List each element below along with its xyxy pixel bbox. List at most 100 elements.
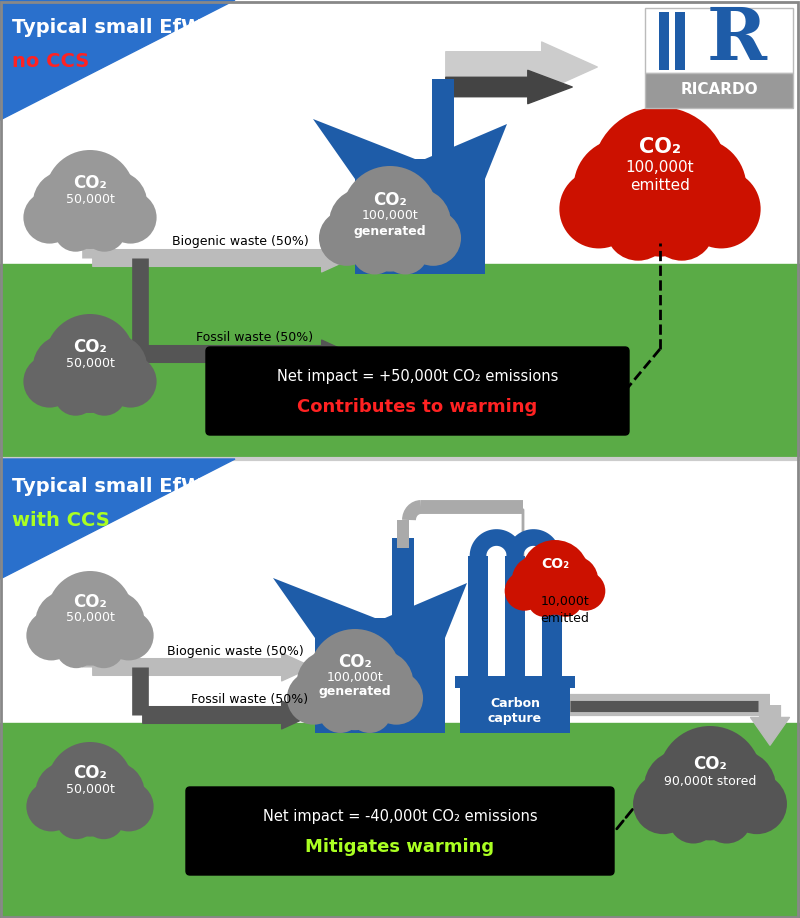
Circle shape [726, 774, 787, 834]
Circle shape [54, 373, 97, 416]
Text: with CCS: with CCS [12, 511, 110, 530]
Polygon shape [0, 459, 235, 579]
Circle shape [342, 166, 438, 262]
Circle shape [33, 335, 98, 399]
Circle shape [318, 688, 362, 733]
Bar [0, 723, 800, 918]
Circle shape [702, 793, 752, 844]
Text: Mitigates warming: Mitigates warming [306, 838, 494, 856]
Text: CO₂: CO₂ [73, 174, 107, 192]
Text: R: R [706, 5, 766, 75]
Text: 100,000t: 100,000t [626, 160, 694, 174]
Circle shape [82, 591, 145, 653]
Circle shape [33, 171, 98, 236]
Circle shape [669, 793, 718, 844]
Text: CO₂: CO₂ [338, 653, 372, 671]
Bar [659, 12, 669, 70]
Circle shape [347, 650, 414, 716]
Circle shape [54, 208, 97, 252]
Bar [542, 556, 562, 676]
Circle shape [682, 170, 761, 249]
Bar [455, 676, 575, 688]
Circle shape [62, 193, 118, 249]
Circle shape [678, 776, 742, 840]
Circle shape [505, 571, 544, 610]
Bar [0, 459, 800, 918]
Text: Biogenic waste (50%): Biogenic waste (50%) [172, 236, 308, 249]
Text: emitted: emitted [541, 611, 590, 624]
Circle shape [26, 610, 76, 660]
Circle shape [83, 373, 126, 416]
Bar [0, 0, 800, 459]
Circle shape [644, 750, 719, 824]
Circle shape [82, 762, 145, 823]
Polygon shape [273, 578, 445, 638]
Text: Fossil waste (50%): Fossil waste (50%) [191, 692, 309, 706]
Text: Carbon
capture: Carbon capture [488, 697, 542, 725]
Circle shape [26, 781, 76, 832]
Circle shape [521, 540, 589, 608]
Circle shape [566, 571, 606, 610]
Text: 100,000t: 100,000t [326, 670, 383, 684]
Circle shape [104, 355, 157, 408]
Text: Biogenic waste (50%): Biogenic waste (50%) [166, 644, 303, 657]
Circle shape [618, 173, 702, 257]
Circle shape [592, 107, 728, 243]
Circle shape [658, 726, 762, 830]
Bar [675, 12, 685, 70]
Bar [505, 556, 525, 676]
Circle shape [287, 671, 340, 724]
Text: Net impact = +50,000t CO₂ emissions: Net impact = +50,000t CO₂ emissions [277, 368, 558, 384]
Text: 50,000t: 50,000t [66, 193, 114, 206]
Circle shape [55, 798, 97, 839]
Circle shape [360, 212, 420, 272]
Bar [645, 73, 793, 108]
Circle shape [406, 210, 461, 266]
Circle shape [512, 555, 561, 605]
Text: 50,000t: 50,000t [66, 782, 114, 796]
FancyBboxPatch shape [206, 347, 629, 435]
Bar [315, 638, 445, 733]
Bar [645, 8, 793, 73]
Circle shape [649, 139, 746, 236]
Circle shape [83, 627, 125, 668]
Circle shape [47, 571, 133, 657]
Circle shape [701, 750, 776, 824]
Circle shape [309, 629, 401, 721]
Circle shape [63, 783, 117, 836]
Text: generated: generated [318, 686, 391, 699]
Circle shape [574, 139, 671, 236]
Text: CO₂: CO₂ [73, 764, 107, 782]
Circle shape [550, 555, 598, 605]
Text: generated: generated [354, 225, 426, 238]
Text: CO₂: CO₂ [373, 191, 407, 209]
Circle shape [45, 314, 135, 404]
Text: Typical small EfW: Typical small EfW [12, 18, 202, 37]
Text: 50,000t: 50,000t [66, 611, 114, 624]
Polygon shape [425, 124, 507, 179]
Circle shape [326, 673, 383, 730]
Circle shape [370, 671, 423, 724]
Text: 100,000t: 100,000t [362, 209, 418, 222]
Circle shape [82, 335, 147, 399]
Bar [432, 79, 454, 184]
Bar [355, 179, 485, 274]
Circle shape [82, 171, 147, 236]
Bar [392, 538, 414, 643]
Circle shape [534, 573, 576, 615]
Circle shape [606, 196, 671, 261]
Circle shape [104, 781, 154, 832]
Text: CO₂: CO₂ [73, 338, 107, 356]
Text: CO₂: CO₂ [639, 137, 681, 157]
Circle shape [382, 229, 429, 274]
Text: CO₂: CO₂ [73, 593, 107, 611]
Circle shape [559, 170, 638, 249]
Text: Net impact = -40,000t CO₂ emissions: Net impact = -40,000t CO₂ emissions [262, 809, 538, 823]
Circle shape [528, 584, 561, 617]
Circle shape [382, 188, 451, 257]
Bar [0, 264, 800, 459]
Circle shape [329, 188, 398, 257]
Circle shape [35, 591, 98, 653]
Text: 90,000t stored: 90,000t stored [664, 775, 756, 788]
Circle shape [23, 355, 75, 408]
